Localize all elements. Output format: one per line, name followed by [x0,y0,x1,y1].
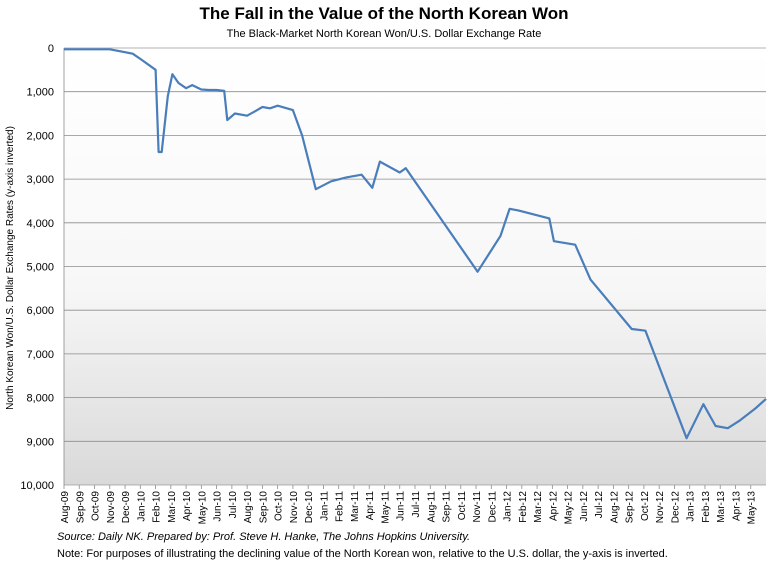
x-tick-label: Jun-10 [213,491,224,522]
x-tick-label: Dec-10 [304,491,315,524]
x-tick-label: Dec-11 [487,491,498,523]
x-tick-label: Jun-11 [396,491,407,521]
y-tick-label: 0 [48,43,54,55]
x-tick-label: Feb-12 [518,491,529,523]
x-tick-label: Aug-09 [60,491,71,524]
x-tick-label: Feb-11 [335,491,346,522]
y-tick-label: 10,000 [20,480,54,492]
chart-source: Source: Daily NK. Prepared by: Prof. Ste… [57,531,471,543]
x-tick-label: Dec-09 [121,491,132,524]
y-tick-label: 2,000 [26,130,54,142]
x-tick-label: Jan-10 [136,491,147,522]
x-tick-label: Jul-10 [228,491,239,519]
x-tick-label: Aug-11 [426,491,437,523]
x-tick-label: Sep-10 [258,491,269,524]
chart-title: The Fall in the Value of the North Korea… [199,4,569,23]
x-tick-label: Jan-13 [686,491,697,522]
x-tick-label: Aug-12 [609,491,620,524]
x-tick-label: Mar-12 [533,491,544,523]
x-tick-label: Sep-09 [75,491,86,524]
chart-note: Note: For purposes of illustrating the d… [57,548,668,560]
x-tick-label: Mar-10 [167,491,178,523]
chart-subtitle: The Black-Market North Korean Won/U.S. D… [226,28,542,40]
x-tick-label: Jan-12 [503,491,514,522]
x-tick-label: Feb-10 [152,491,163,523]
x-tick-label: May-12 [564,491,575,525]
x-tick-label: Nov-10 [289,491,300,524]
x-tick-label: Jul-11 [411,491,422,518]
x-tick-label: Oct-09 [91,491,102,521]
x-tick-label: Mar-11 [350,491,361,522]
x-tick-label: Nov-11 [472,491,483,523]
y-axis-label: North Korean Won/U.S. Dollar Exchange Ra… [5,126,16,410]
x-tick-label: Oct-12 [640,491,651,521]
x-tick-label: Jun-12 [579,491,590,522]
x-tick-label: Jul-12 [594,491,605,519]
x-tick-label: Apr-12 [548,491,559,521]
x-tick-label: Aug-10 [243,491,254,524]
x-tick-label: May-10 [197,491,208,525]
x-tick-label: Nov-12 [655,491,666,524]
y-tick-label: 3,000 [26,174,54,186]
x-tick-label: Oct-11 [457,491,468,521]
y-tick-label: 8,000 [26,393,54,405]
x-tick-label: Jan-11 [319,491,330,521]
y-tick-label: 7,000 [26,349,54,361]
y-tick-label: 5,000 [26,262,54,274]
y-tick-label: 4,000 [26,218,54,230]
x-tick-label: Apr-11 [365,491,376,521]
x-tick-label: Sep-12 [625,491,636,524]
x-tick-label: Mar-13 [716,491,727,523]
y-tick-label: 1,000 [26,87,54,99]
x-tick-label: Feb-13 [701,491,712,523]
y-tick-label: 9,000 [26,436,54,448]
x-tick-label: Dec-12 [670,491,681,524]
x-tick-label: Apr-10 [182,491,193,521]
y-tick-label: 6,000 [26,305,54,317]
x-tick-label: May-11 [380,491,391,524]
x-tick-label: Apr-13 [731,491,742,521]
x-tick-label: Sep-11 [442,491,453,523]
series-line [64,48,767,440]
x-tick-label: Nov-09 [106,491,117,524]
x-tick-label: Oct-10 [274,491,285,521]
x-tick-label: May-13 [747,491,758,525]
